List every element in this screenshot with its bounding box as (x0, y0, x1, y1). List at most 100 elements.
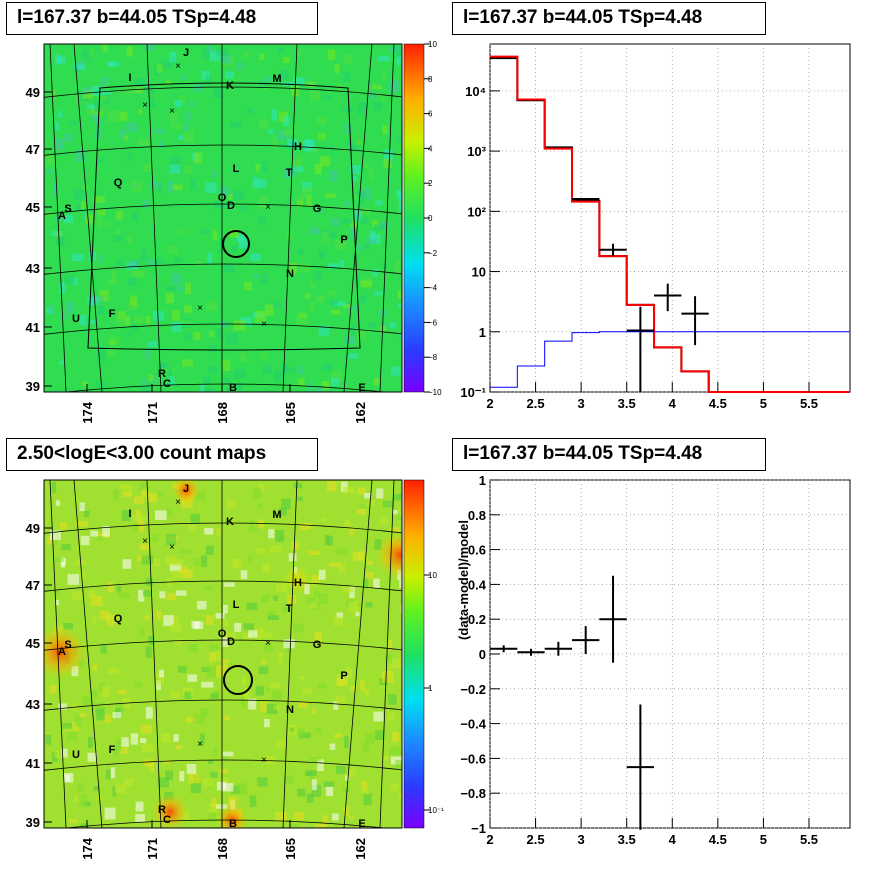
colorbar-tick-label: 6 (428, 110, 433, 119)
source-label: D (227, 200, 235, 212)
texture-cell (225, 71, 234, 79)
texture-cell (373, 578, 380, 589)
y-tick-label: 0.6 (468, 543, 486, 558)
texture-cell (120, 747, 129, 755)
x-tick-label: 4.5 (709, 832, 727, 847)
cross-marker: × (175, 497, 181, 508)
texture-cell (155, 510, 167, 520)
texture-cell (391, 731, 400, 742)
source-label: P (340, 670, 347, 682)
texture-cell (321, 232, 330, 244)
texture-cell (383, 149, 394, 160)
texture-cell (79, 712, 87, 718)
source-label: Q (114, 177, 123, 189)
texture-cell (344, 736, 349, 749)
texture-cell (144, 347, 151, 360)
texture-cell (365, 602, 373, 608)
texture-cell (53, 557, 64, 562)
texture-cell (291, 158, 303, 167)
texture-cell (161, 60, 174, 68)
texture-cell (398, 332, 402, 342)
texture-cell (271, 109, 278, 121)
texture-cell (257, 503, 263, 509)
texture-cell (258, 666, 269, 674)
texture-cell (55, 500, 61, 506)
texture-cell (74, 714, 82, 727)
texture-cell (368, 169, 374, 181)
texture-cell (165, 770, 173, 781)
texture-cell (148, 87, 155, 95)
texture-cell (348, 353, 359, 360)
texture-cell (200, 555, 208, 567)
texture-cell (231, 245, 239, 252)
y-tick-label: 49 (26, 85, 40, 100)
texture-cell (226, 387, 235, 392)
texture-cell (205, 388, 215, 392)
colorbar-tick-label: −2 (428, 249, 438, 258)
texture-cell (206, 614, 214, 625)
texture-cell (342, 107, 353, 112)
texture-cell (159, 591, 166, 599)
residual-y-axis-label: (data-model)/model (456, 520, 471, 640)
texture-cell (236, 382, 243, 391)
latitude-line (44, 263, 402, 275)
texture-cell (328, 170, 338, 182)
texture-cell (170, 691, 180, 699)
source-label: T (286, 603, 293, 615)
texture-cell (218, 203, 228, 209)
texture-cell (174, 100, 183, 108)
texture-cell (328, 300, 338, 305)
residual-panel: 2 2.5 3 3.5 4 4.5 5 5.5 1 0.8 0.6 0.4 0.2 0 −0.2 −0.4 −0… (456, 473, 851, 847)
texture-cell (134, 315, 143, 324)
texture-cell (101, 96, 107, 102)
texture-cell (255, 164, 260, 172)
colorbar-tick-label: −4 (428, 284, 438, 293)
texture-cell (124, 315, 131, 326)
cross-marker: × (265, 202, 271, 213)
texture-cell (315, 728, 322, 734)
texture-cell (185, 332, 193, 341)
source-label: J (183, 47, 189, 59)
texture-cell (83, 210, 88, 221)
texture-cell (128, 259, 139, 268)
texture-cell (336, 548, 348, 555)
texture-cell (281, 363, 288, 375)
texture-cell (170, 155, 182, 165)
texture-cell (253, 274, 259, 278)
texture-cell (190, 178, 195, 190)
texture-cell (228, 193, 233, 200)
texture-cell (67, 574, 79, 585)
texture-cell (372, 268, 378, 277)
x-tick-label: 165 (283, 838, 298, 860)
x-tick-label: 4 (669, 396, 677, 411)
texture-cell (313, 591, 320, 597)
texture-cell (113, 747, 120, 757)
texture-cell (347, 305, 359, 310)
texture-cell (310, 757, 321, 762)
texture-cell (274, 704, 280, 710)
texture-cell (233, 320, 246, 331)
source-label: Q (114, 613, 123, 625)
texture-cell (264, 632, 273, 638)
texture-cell (373, 102, 382, 110)
texture-cell (180, 75, 186, 80)
texture-cell (286, 169, 297, 177)
texture-cell (222, 604, 228, 614)
texture-cell (201, 667, 211, 672)
texture-cell (134, 496, 144, 504)
texture-cell (329, 743, 336, 750)
texture-cell (265, 755, 277, 764)
bright-source-a (44, 626, 86, 678)
texture-cell (60, 310, 67, 320)
texture-cell (325, 786, 334, 797)
texture-cell (63, 215, 74, 223)
latitude-line (44, 323, 402, 335)
texture-cell (138, 520, 145, 532)
texture-cell (355, 612, 360, 617)
texture-cell (397, 303, 402, 308)
texture-cell (297, 496, 303, 501)
texture-cell (206, 545, 214, 555)
texture-cell (314, 164, 322, 175)
texture-cell (146, 758, 155, 763)
texture-cell (299, 523, 311, 531)
